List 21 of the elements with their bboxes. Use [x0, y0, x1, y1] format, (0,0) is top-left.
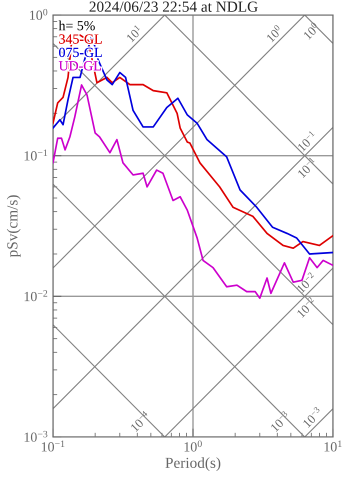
y-axis-title: pSv(cm/s)	[6, 195, 21, 258]
annotation: 10$^{−2}$	[295, 296, 317, 318]
y-tick-label: 10$^{−2}$	[24, 290, 48, 302]
x-tick-label: 10$^{0}$	[184, 440, 202, 452]
annotation: 10$^{−1}$	[296, 156, 318, 178]
annotation: 10$^{0}$	[302, 22, 320, 40]
x-tick-label: 10$^{−1}$	[42, 440, 64, 452]
annotation: 10$^{−3}$	[301, 406, 323, 428]
chart-title: 2024/06/23 22:54 at NDLG	[90, 2, 258, 12]
legend-title: h= 5%	[58, 20, 95, 30]
annotation: 10$^{0}$	[265, 24, 284, 42]
y-tick-label: 10$^{−3}$	[24, 430, 48, 442]
x-tick-label: 10$^{1}$	[324, 440, 342, 452]
annotation: 10$^{−3}$	[269, 410, 291, 432]
y-tick-label: 10$^{0}$	[30, 8, 48, 20]
annotation: 10$^{−4}$	[129, 410, 151, 432]
y-tick-label: 10$^{−1}$	[24, 150, 48, 161]
annotation: 10$^{−2}$	[295, 272, 317, 294]
annotation: 10$^{−1}$	[296, 130, 318, 152]
x-axis-title: Period(s)	[165, 457, 220, 472]
annotation: 10$^{1}$	[125, 24, 143, 42]
